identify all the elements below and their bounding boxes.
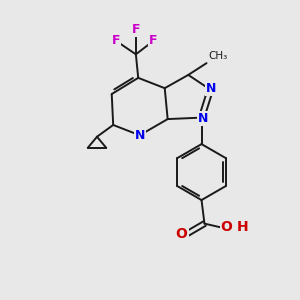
Text: N: N	[206, 82, 216, 95]
Text: F: F	[132, 23, 140, 36]
Text: F: F	[149, 34, 158, 47]
Text: O: O	[176, 227, 188, 241]
Text: O: O	[220, 220, 232, 234]
Text: H: H	[237, 220, 249, 234]
Text: CH₃: CH₃	[208, 51, 228, 61]
Text: N: N	[198, 112, 208, 125]
Text: F: F	[112, 34, 120, 47]
Text: N: N	[134, 129, 145, 142]
